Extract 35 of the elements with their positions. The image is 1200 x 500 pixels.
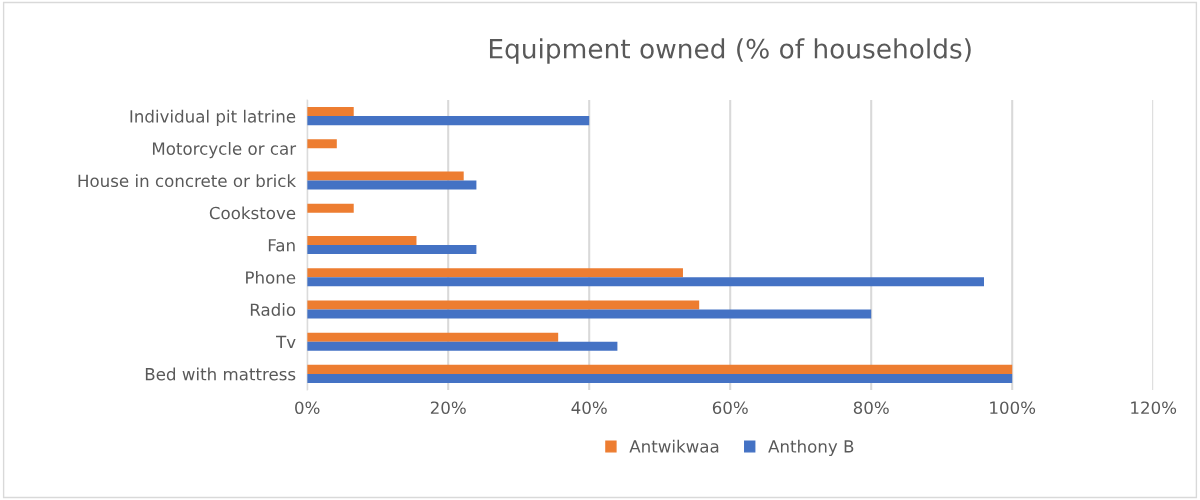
bar bbox=[307, 332, 559, 342]
chart-title: Equipment owned (% of households) bbox=[489, 38, 971, 64]
bar bbox=[307, 139, 337, 149]
x-tick-label: 120% bbox=[1131, 401, 1177, 415]
y-tick-label: Cookstove bbox=[209, 206, 296, 220]
bar bbox=[307, 180, 477, 190]
x-tick-label: 40% bbox=[571, 401, 607, 415]
bar bbox=[307, 300, 700, 310]
y-tick-label: Radio bbox=[250, 303, 296, 317]
y-tick-label: Bed with mattress bbox=[145, 367, 296, 381]
bar bbox=[307, 277, 984, 287]
y-tick-label: Individual pit latrine bbox=[130, 109, 296, 126]
bar bbox=[307, 309, 872, 319]
x-tick-label: 0% bbox=[295, 401, 320, 415]
x-tick-label: 20% bbox=[430, 401, 466, 415]
y-tick-label: Phone bbox=[246, 270, 296, 284]
bar bbox=[307, 341, 618, 351]
x-tick-label: 60% bbox=[712, 401, 748, 415]
bar bbox=[307, 171, 464, 181]
bar bbox=[307, 364, 1013, 374]
y-tick-label: Fan bbox=[268, 239, 295, 252]
bar bbox=[307, 116, 590, 126]
bar bbox=[307, 245, 477, 255]
bar bbox=[307, 235, 417, 245]
legend-label: Antwikwaa bbox=[629, 439, 719, 453]
bar bbox=[307, 268, 683, 278]
x-tick-label: 80% bbox=[853, 401, 889, 415]
y-tick-label: Motorcycle or car bbox=[152, 142, 297, 159]
x-tick-label: 100% bbox=[990, 401, 1036, 415]
bar bbox=[307, 203, 354, 213]
bar bbox=[307, 107, 354, 117]
y-tick-label: House in concrete or brick bbox=[78, 174, 297, 188]
bar bbox=[307, 373, 1013, 383]
y-tick-label: Tv bbox=[276, 335, 296, 348]
legend-label: Anthony B bbox=[768, 439, 854, 456]
